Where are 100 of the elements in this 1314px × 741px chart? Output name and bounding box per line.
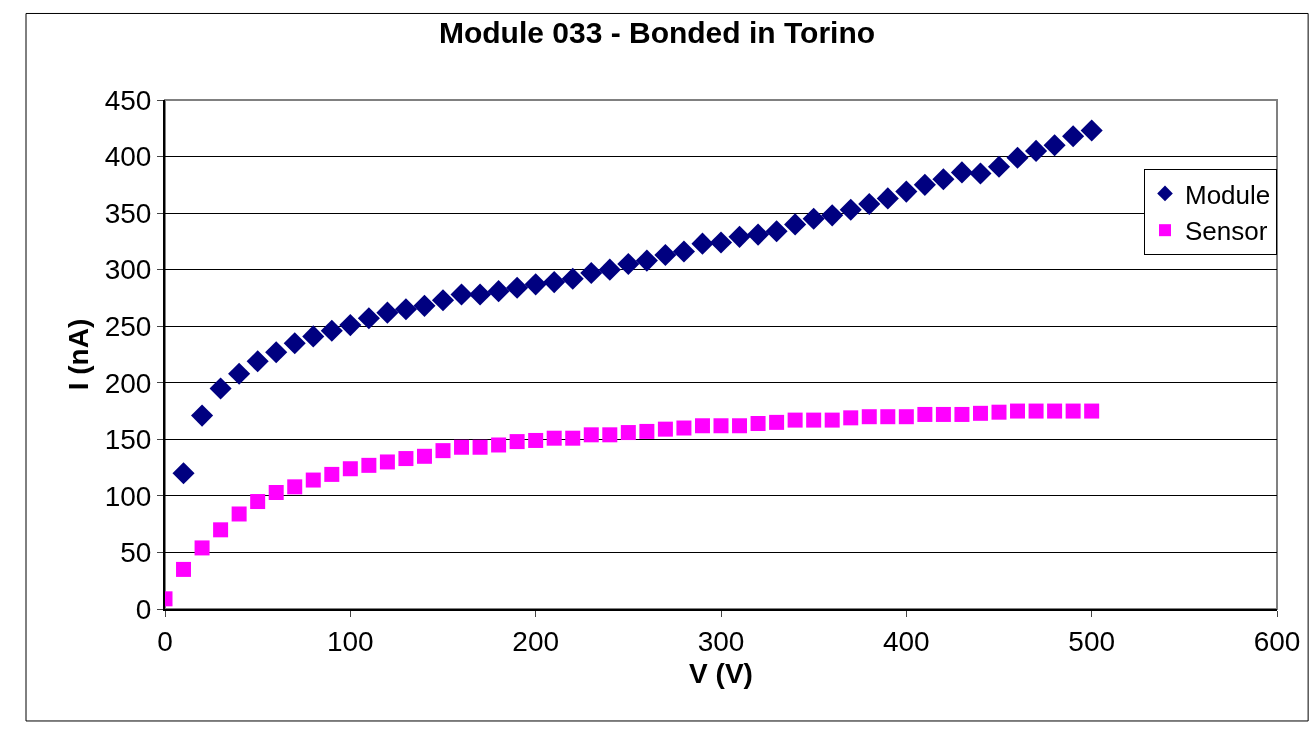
point	[639, 423, 655, 439]
point	[213, 522, 229, 538]
point	[713, 418, 729, 434]
point	[1025, 139, 1048, 162]
point	[287, 479, 303, 495]
point	[876, 187, 899, 210]
point	[431, 289, 455, 312]
point	[176, 561, 192, 577]
point	[1065, 403, 1081, 419]
point	[672, 240, 695, 263]
point	[339, 314, 362, 337]
point	[821, 204, 844, 227]
point	[1047, 403, 1063, 419]
y-tick-label: 200	[104, 367, 152, 399]
point	[880, 409, 896, 425]
x-tick-label: 100	[326, 625, 374, 657]
point	[898, 409, 914, 425]
point	[969, 162, 992, 185]
y-tick-label: 400	[104, 141, 152, 173]
point	[543, 271, 566, 294]
point	[191, 404, 214, 427]
point	[1062, 125, 1085, 148]
y-tick-label: 350	[104, 197, 152, 229]
point	[657, 421, 673, 437]
legend-label: Sensor	[1185, 216, 1268, 247]
point	[454, 439, 470, 455]
point	[265, 341, 288, 364]
point	[450, 283, 473, 306]
point	[546, 430, 562, 446]
x-tick-label: 0	[157, 625, 173, 657]
point	[472, 439, 488, 455]
point	[861, 409, 877, 425]
point	[732, 418, 748, 434]
point	[802, 207, 825, 230]
point	[991, 404, 1007, 420]
y-tick-label: 250	[104, 311, 152, 343]
point	[487, 280, 510, 303]
point	[784, 213, 807, 236]
x-tick-label: 200	[512, 625, 560, 657]
chart-title: Module 033 - Bonded in Torino	[438, 16, 876, 50]
point	[709, 231, 733, 254]
point	[1043, 134, 1066, 157]
point	[209, 377, 232, 400]
point	[469, 283, 492, 306]
point	[416, 448, 432, 464]
point	[617, 252, 640, 276]
point	[691, 232, 714, 255]
point	[506, 276, 529, 299]
point	[1006, 146, 1029, 169]
point	[172, 462, 195, 485]
point	[972, 405, 988, 421]
point	[565, 430, 581, 446]
point	[394, 298, 417, 321]
point	[524, 273, 547, 296]
x-tick-label: 400	[882, 625, 930, 657]
point	[987, 155, 1011, 178]
point	[357, 307, 380, 330]
x-tick-label: 600	[1253, 625, 1301, 657]
point	[268, 485, 284, 500]
point	[1080, 119, 1103, 142]
point	[231, 506, 247, 522]
point	[1010, 403, 1026, 419]
point	[598, 258, 621, 281]
point	[839, 198, 862, 221]
point	[361, 457, 377, 473]
point	[491, 437, 507, 453]
y-tick-label: 450	[104, 84, 152, 116]
point	[194, 540, 210, 556]
point	[561, 267, 584, 290]
y-axis-title: I (nA)	[62, 318, 94, 391]
point	[342, 461, 358, 477]
point	[654, 243, 677, 267]
legend-label: Module	[1185, 179, 1271, 210]
point	[620, 425, 636, 441]
point	[228, 362, 251, 385]
point	[676, 420, 692, 436]
x-tick-label: 500	[1068, 625, 1116, 657]
point	[1028, 403, 1044, 419]
y-tick-label: 300	[104, 254, 152, 286]
point	[694, 418, 710, 434]
point	[787, 412, 803, 428]
y-tick-label: 150	[104, 424, 152, 456]
point	[302, 325, 325, 348]
x-tick-label: 300	[697, 625, 745, 657]
point	[806, 412, 822, 428]
point	[509, 434, 525, 450]
point	[932, 168, 955, 191]
point	[769, 414, 785, 430]
point	[728, 225, 751, 248]
point	[824, 412, 840, 428]
point	[580, 262, 603, 285]
point	[324, 466, 340, 482]
point	[913, 173, 936, 196]
point	[435, 443, 451, 459]
y-tick-label: 0	[135, 593, 152, 625]
x-axis-title: V (V)	[689, 658, 753, 690]
point	[950, 161, 973, 184]
point	[602, 427, 618, 443]
point	[528, 432, 544, 448]
point	[935, 406, 951, 422]
